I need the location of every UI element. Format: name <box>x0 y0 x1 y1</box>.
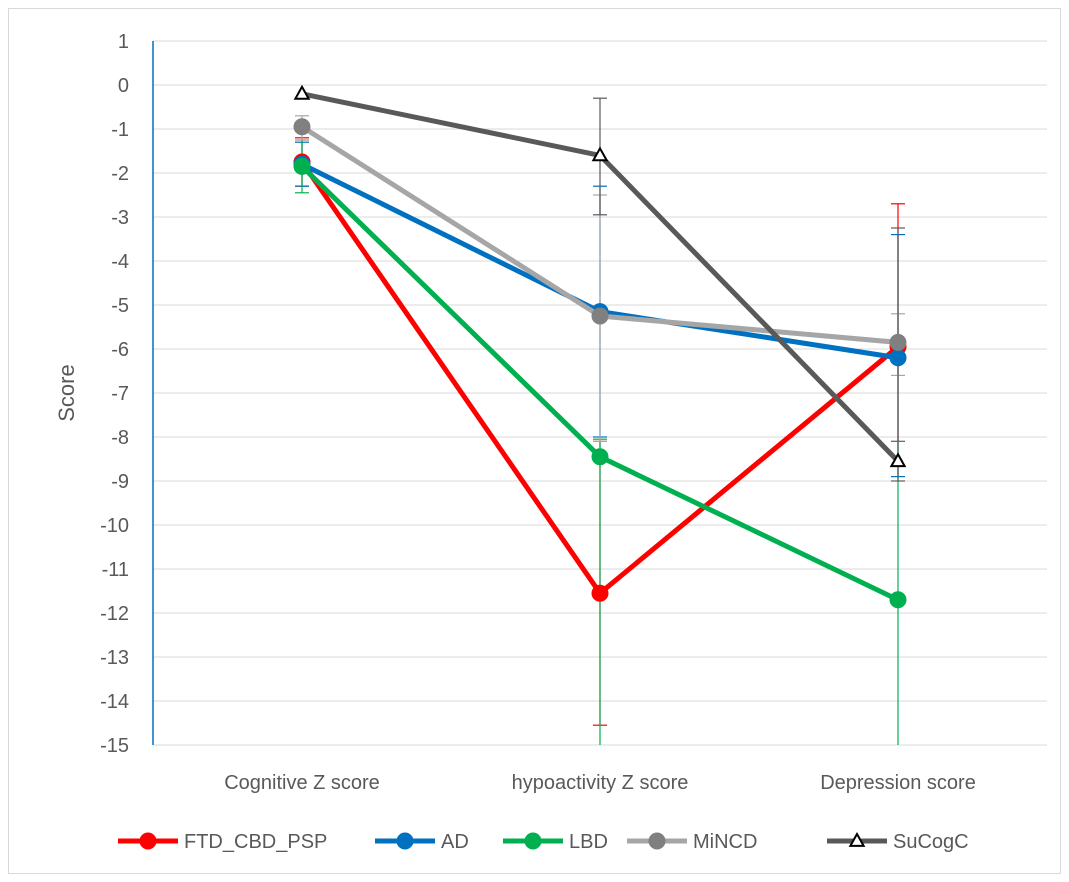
legend-item: MiNCD <box>627 831 757 853</box>
data-point-triangle <box>293 84 311 100</box>
chart-border <box>8 8 1061 874</box>
axes: 1 0 -1 -2 -3 -4 -5 -6 -7 -8 -9 -10 -11 -12 -13 -14 -15 Sc… <box>54 31 976 794</box>
data-point <box>889 333 907 351</box>
y-tick-label: -3 <box>111 207 129 229</box>
y-tick-label: -12 <box>100 603 129 625</box>
series-mincd <box>293 118 907 351</box>
data-point <box>591 307 609 325</box>
legend-item: SuCogC <box>827 831 969 853</box>
legend-item: AD <box>375 831 469 853</box>
data-point <box>648 832 666 850</box>
data-point <box>293 157 311 175</box>
data-point-triangle <box>889 452 907 468</box>
y-tick-label: -9 <box>111 471 129 493</box>
y-tick-label: -2 <box>111 163 129 185</box>
y-tick-label: -8 <box>111 427 129 449</box>
data-point <box>524 832 542 850</box>
legend: FTD_CBD_PSP AD LBD MiNCD SuCogC <box>118 831 969 853</box>
x-category-label: hypoactivity Z score <box>512 772 689 794</box>
legend-item: FTD_CBD_PSP <box>118 831 327 853</box>
x-category-label: Cognitive Z score <box>224 772 380 794</box>
legend-label: AD <box>441 831 469 853</box>
data-point <box>396 832 414 850</box>
y-tick-label: -14 <box>100 691 129 713</box>
y-tick-label: -7 <box>111 383 129 405</box>
data-point-triangle <box>591 146 609 162</box>
y-tick-label: -4 <box>111 251 129 273</box>
data-point <box>591 448 609 466</box>
legend-label: FTD_CBD_PSP <box>184 831 327 853</box>
y-tick-label: -15 <box>100 735 129 757</box>
y-axis-title: Score <box>54 364 79 421</box>
y-tick-label: 0 <box>118 75 129 97</box>
series-sucogc <box>293 84 907 468</box>
data-point <box>139 832 157 850</box>
series-lbd <box>293 157 907 609</box>
y-tick-label: 1 <box>118 31 129 53</box>
x-category-label: Depression score <box>820 772 976 794</box>
data-point <box>889 349 907 367</box>
series-lines <box>293 84 907 609</box>
y-tick-label: -11 <box>102 559 129 581</box>
data-point-triangle <box>848 831 866 847</box>
legend-label: LBD <box>569 831 608 853</box>
data-point <box>591 584 609 602</box>
y-tick-label: -13 <box>100 647 129 669</box>
y-tick-label: -5 <box>111 295 129 317</box>
data-point <box>293 118 311 136</box>
y-tick-label: -1 <box>111 119 129 141</box>
legend-label: MiNCD <box>693 831 757 853</box>
y-tick-label: -10 <box>100 515 129 537</box>
data-point <box>889 591 907 609</box>
legend-label: SuCogC <box>893 831 969 853</box>
y-tick-label: -6 <box>111 339 129 361</box>
legend-item: LBD <box>503 831 608 853</box>
